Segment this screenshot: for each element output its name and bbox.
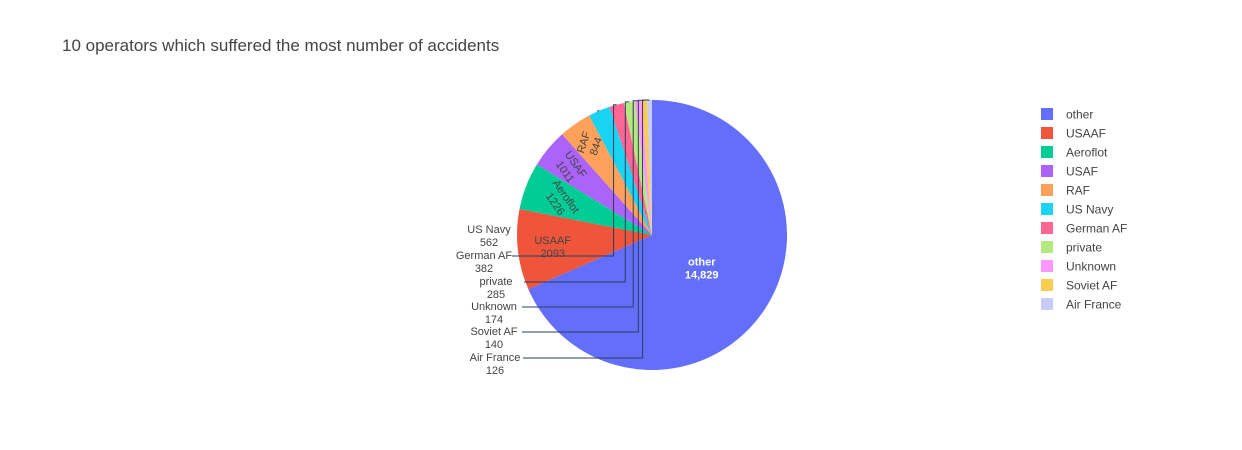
pie-slice-unknown [634, 100, 652, 235]
pie-slice-usaaf [516, 209, 652, 290]
legend-swatch [1041, 241, 1053, 253]
legend-label: Soviet AF [1066, 279, 1117, 293]
leader-line-private [524, 101, 630, 283]
slice-label-value: 174 [485, 314, 503, 326]
slice-label-value: 140 [485, 339, 503, 351]
legend-swatch [1041, 279, 1053, 291]
leader-line-unknown [522, 100, 639, 308]
legend-item-private[interactable]: private [1041, 241, 1102, 255]
legend-label: Aeroflot [1066, 146, 1108, 160]
legend-item-other[interactable]: other [1041, 108, 1093, 122]
slice-label-name: Soviet AF [470, 326, 517, 338]
legend-label: USAF [1066, 165, 1098, 179]
pie-slice-raf [562, 115, 652, 235]
legend-label: other [1066, 108, 1093, 122]
leader-line-air-france [523, 99, 650, 359]
legend-swatch [1041, 165, 1053, 177]
pie-slice-other [528, 100, 787, 370]
legend-label: US Navy [1066, 203, 1113, 217]
legend-swatch [1041, 108, 1053, 120]
legend-item-aeroflot[interactable]: Aeroflot [1041, 146, 1108, 160]
slice-label-name: Air France [470, 352, 521, 364]
legend-swatch [1041, 146, 1053, 158]
slice-label-value: 126 [486, 365, 504, 377]
legend-label: RAF [1066, 184, 1090, 198]
chart-title: 10 operators which suffered the most num… [62, 36, 499, 55]
pie-slice-german-af [609, 102, 652, 235]
slice-label-name: private [479, 276, 512, 288]
slice-label-value: 14,829 [685, 269, 719, 281]
pie-slice-aeroflot [519, 164, 652, 235]
slice-label-value: 2093 [540, 248, 564, 260]
legend-swatch [1041, 222, 1053, 234]
slice-label-name: US Navy [467, 224, 511, 236]
slice-label-value: 382 [475, 263, 493, 275]
legend-label: private [1066, 241, 1102, 255]
legend-item-raf[interactable]: RAF [1041, 184, 1090, 198]
legend-swatch [1041, 184, 1053, 196]
legend-swatch [1041, 127, 1053, 139]
legend-item-air-france[interactable]: Air France [1041, 298, 1122, 312]
slice-label-name: other [688, 256, 716, 268]
pie-slice-us-navy [589, 106, 652, 235]
leader-line-soviet-af [522, 99, 645, 333]
slice-label-value: 562 [480, 237, 498, 249]
legend-item-usaf[interactable]: USAF [1041, 165, 1098, 179]
legend-label: Air France [1066, 298, 1122, 312]
legend-item-german-af[interactable]: German AF [1041, 222, 1127, 236]
slice-label-value: 285 [487, 289, 505, 301]
slice-label-name: German AF [456, 250, 513, 262]
pie-slices [516, 100, 787, 370]
legend-item-usaaf[interactable]: USAAF [1041, 127, 1106, 141]
leader-lines [512, 99, 650, 359]
legend-label: USAAF [1066, 127, 1106, 141]
legend-item-unknown[interactable]: Unknown [1041, 260, 1116, 274]
slice-label-name: Unknown [471, 301, 517, 313]
legend-label: German AF [1066, 222, 1127, 236]
legend-swatch [1041, 203, 1053, 215]
leader-line-german-af [512, 104, 617, 257]
pie-slice-soviet-af [641, 100, 652, 236]
pie-slice-usaf [536, 134, 652, 235]
pie-slice-air-france [647, 100, 652, 235]
legend-swatch [1041, 260, 1053, 272]
slice-label-value: 844 [588, 136, 605, 157]
legend-item-us-navy[interactable]: US Navy [1041, 203, 1113, 217]
slice-label-name: USAAF [534, 235, 571, 247]
legend-label: Unknown [1066, 260, 1116, 274]
legend-swatch [1041, 298, 1053, 310]
legend: other USAAF Aeroflot USAF RAF US Navy German A… [1041, 108, 1127, 312]
legend-item-soviet-af[interactable]: Soviet AF [1041, 279, 1117, 293]
